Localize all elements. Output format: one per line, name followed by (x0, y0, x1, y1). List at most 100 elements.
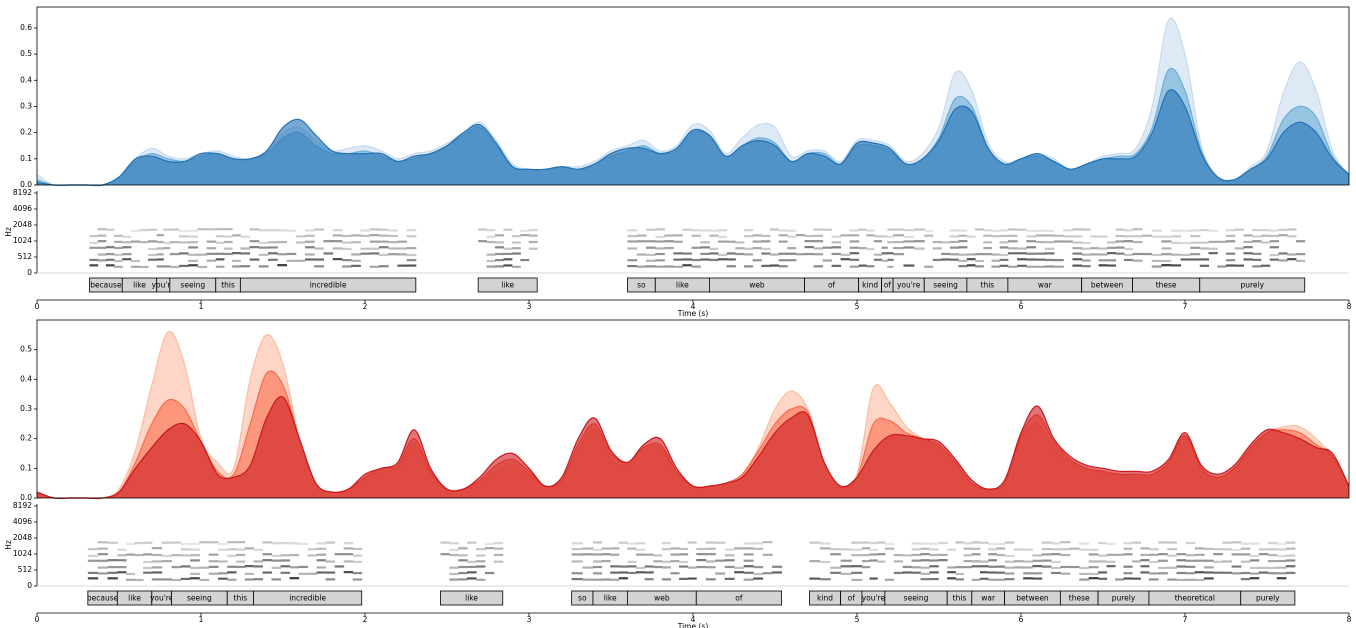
spectrogram-cell (592, 553, 603, 556)
spectrogram-cell (1123, 577, 1133, 580)
spectrogram-cell (999, 258, 1009, 261)
spectrogram-cell (822, 259, 833, 262)
spectrogram-cell (130, 259, 140, 263)
spectrogram-cell (743, 229, 754, 232)
spectrogram-cell (709, 234, 719, 237)
spectrogram-cell (369, 265, 380, 268)
spectrogram-cell (687, 566, 697, 569)
spectrogram-cell (397, 240, 408, 243)
spectrogram-cell (1258, 553, 1269, 556)
spectrogram-cell (1041, 553, 1052, 556)
spectrogram-cell (351, 253, 361, 256)
spectrogram-cell (653, 560, 663, 563)
spectrogram-cell (913, 228, 925, 231)
spectrogram-cell (1107, 259, 1117, 262)
spectrogram-cell (636, 240, 647, 243)
spectrogram-cell (484, 542, 495, 546)
spectrogram-cell (752, 259, 762, 262)
spectrogram-cell (1051, 566, 1061, 570)
spectrogram-cell (705, 547, 716, 550)
spectrogram-cell (947, 577, 956, 580)
spectrogram-cell (679, 560, 689, 564)
spectrogram-cell (627, 560, 637, 564)
spectrogram-cell (235, 560, 246, 563)
spectrogram-cell (831, 241, 842, 244)
spectrogram-cell (762, 572, 773, 575)
spectrogram-cell (148, 253, 158, 257)
spectrogram-cell (107, 559, 118, 562)
spectrogram-cell (988, 553, 997, 556)
spectrogram-cell (610, 571, 620, 574)
spectrogram-cell (752, 234, 762, 237)
spectrogram-cell (691, 229, 701, 232)
x-axis-label: Time (s) (677, 622, 709, 628)
spectrogram-cell (206, 247, 217, 250)
spectrogram-cell (244, 547, 254, 550)
spectrogram-cell (161, 554, 172, 558)
spectrogram-cell (715, 559, 726, 562)
spectrogram-cell (1007, 228, 1018, 231)
spectrogram-cell (486, 265, 496, 268)
spectrogram-cell (1035, 240, 1046, 244)
spectrogram-cell (171, 565, 182, 569)
spectrogram-cell (1051, 571, 1061, 575)
spectrogram-cell (343, 547, 354, 550)
spectrogram-cell (1026, 229, 1037, 233)
spectrogram-cell (700, 252, 710, 255)
spectrogram-cell (1148, 578, 1159, 581)
spectrogram-cell (1222, 571, 1233, 574)
spectrogram-cell (117, 559, 127, 562)
spectrogram-cell (161, 541, 172, 544)
spectrogram-cell (958, 229, 968, 232)
spectrogram-cell (325, 578, 336, 581)
spectrogram-cell (1285, 541, 1296, 544)
spectrogram-cell (761, 252, 771, 255)
word-label: war (1038, 281, 1053, 290)
spectrogram-cell (1278, 234, 1288, 237)
spectrogram-cell (726, 258, 736, 261)
spectrogram-cell (884, 542, 895, 546)
spectrogram-cell (1072, 252, 1083, 255)
spectrogram-cell (983, 253, 992, 256)
spectrogram-cell (861, 559, 871, 563)
spectrogram-cell (528, 229, 538, 232)
spectrogram-cell (1044, 241, 1055, 244)
spectrogram-cell (1217, 265, 1227, 268)
spectrogram-cell (1124, 235, 1134, 238)
spectrogram-cell (924, 234, 934, 237)
spectrogram-cell (114, 265, 123, 268)
spectrogram-cell (388, 253, 398, 256)
spectrogram-cell (1204, 577, 1214, 580)
spectrogram-cell (1051, 560, 1061, 564)
spectrogram-cell (1226, 264, 1236, 267)
spectrogram-cell (360, 252, 371, 255)
spectrogram-cell (1167, 541, 1177, 544)
spectrogram-cell (262, 559, 273, 562)
spectrogram-cell (752, 247, 762, 250)
spectrogram-cell (1199, 264, 1210, 267)
spectrogram-cell (190, 554, 200, 557)
spectrogram-cell (171, 554, 182, 557)
spectrogram-y-tick-label: 8192 (13, 501, 32, 510)
spectrogram-y-label: Hz (4, 227, 13, 237)
spectrogram-cell (718, 258, 728, 261)
spectrogram-cell (627, 235, 638, 238)
spectrogram-cell (743, 235, 754, 238)
spectrogram-cell (305, 246, 315, 249)
spectrogram-cell (343, 553, 354, 556)
spectrogram-cell (117, 566, 127, 569)
spectrogram-cell (1035, 234, 1046, 237)
spectrogram-cell (351, 259, 361, 262)
spectrogram-cell (887, 228, 894, 231)
spectrogram-cell (911, 566, 921, 569)
spectrogram-cell (1234, 247, 1244, 250)
spectrogram-cell (117, 548, 127, 551)
spectrogram-cell (1123, 572, 1133, 575)
spectrogram-cell (89, 235, 99, 238)
spectrogram-cell (307, 554, 318, 557)
spectrogram-cell (1098, 235, 1108, 238)
spectrogram-cell (996, 542, 1006, 545)
spectrogram-cell (122, 241, 132, 244)
spectrogram-cell (893, 234, 904, 237)
spectrogram-cell (709, 252, 719, 255)
